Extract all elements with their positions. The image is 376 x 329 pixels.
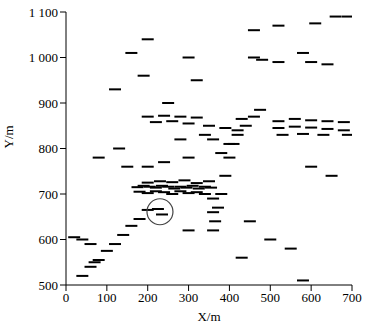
svg-text:600: 600 — [301, 290, 321, 305]
svg-text:1 100: 1 100 — [29, 5, 58, 20]
svg-text:200: 200 — [138, 290, 158, 305]
svg-text:700: 700 — [342, 290, 362, 305]
svg-text:700: 700 — [39, 187, 59, 202]
svg-text:100: 100 — [97, 290, 117, 305]
svg-text:900: 900 — [39, 96, 59, 111]
svg-text:Y/m: Y/m — [1, 125, 16, 148]
svg-text:300: 300 — [179, 290, 199, 305]
svg-text:0: 0 — [63, 290, 70, 305]
svg-text:600: 600 — [39, 232, 59, 247]
svg-text:X/m: X/m — [197, 309, 220, 324]
svg-text:500: 500 — [261, 290, 281, 305]
svg-text:800: 800 — [39, 141, 59, 156]
svg-text:500: 500 — [39, 278, 59, 293]
svg-text:1 000: 1 000 — [29, 50, 58, 65]
svg-text:400: 400 — [220, 290, 240, 305]
